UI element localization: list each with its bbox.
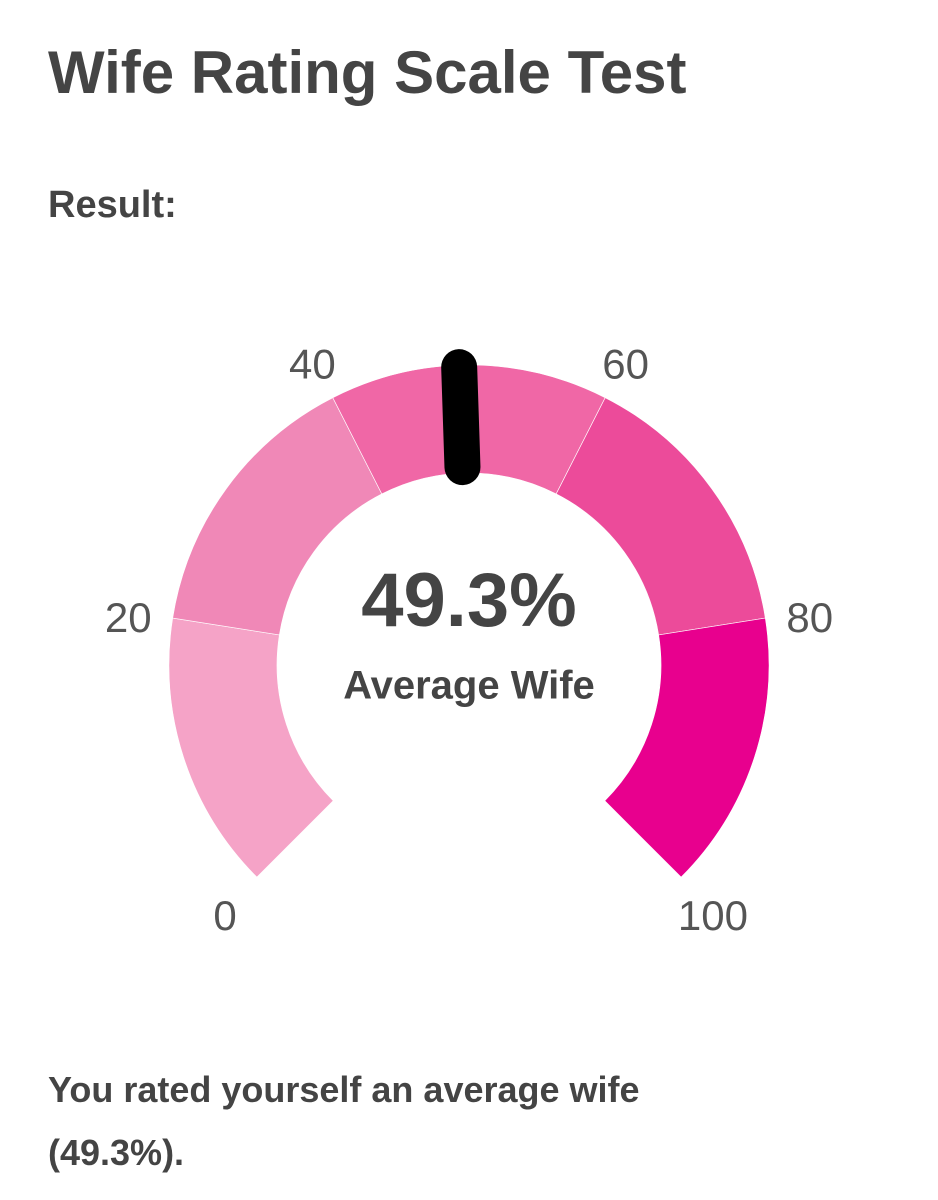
gauge-band — [168, 617, 334, 878]
gauge-label: Average Wife — [343, 664, 595, 708]
gauge-band — [604, 617, 770, 878]
gauge-tick-label: 60 — [602, 341, 649, 388]
gauge-tick-label: 0 — [213, 892, 236, 939]
gauge-tick-label: 40 — [289, 341, 336, 388]
result-label: Result: — [48, 184, 177, 226]
gauge-value: 49.3% — [361, 558, 577, 643]
gauge-tick-label: 20 — [105, 594, 152, 641]
page-title: Wife Rating Scale Test — [48, 39, 687, 106]
gauge-band — [172, 397, 383, 636]
summary-text: You rated yourself an average wife (49.3… — [48, 1069, 640, 1173]
gauge-band — [555, 397, 766, 636]
gauge-tick-label: 100 — [678, 892, 748, 939]
gauge-chart: 49.3% Average Wife 0 20 40 60 80 100 — [105, 341, 833, 939]
gauge-needle — [441, 349, 481, 486]
gauge-tick-label: 80 — [786, 594, 833, 641]
